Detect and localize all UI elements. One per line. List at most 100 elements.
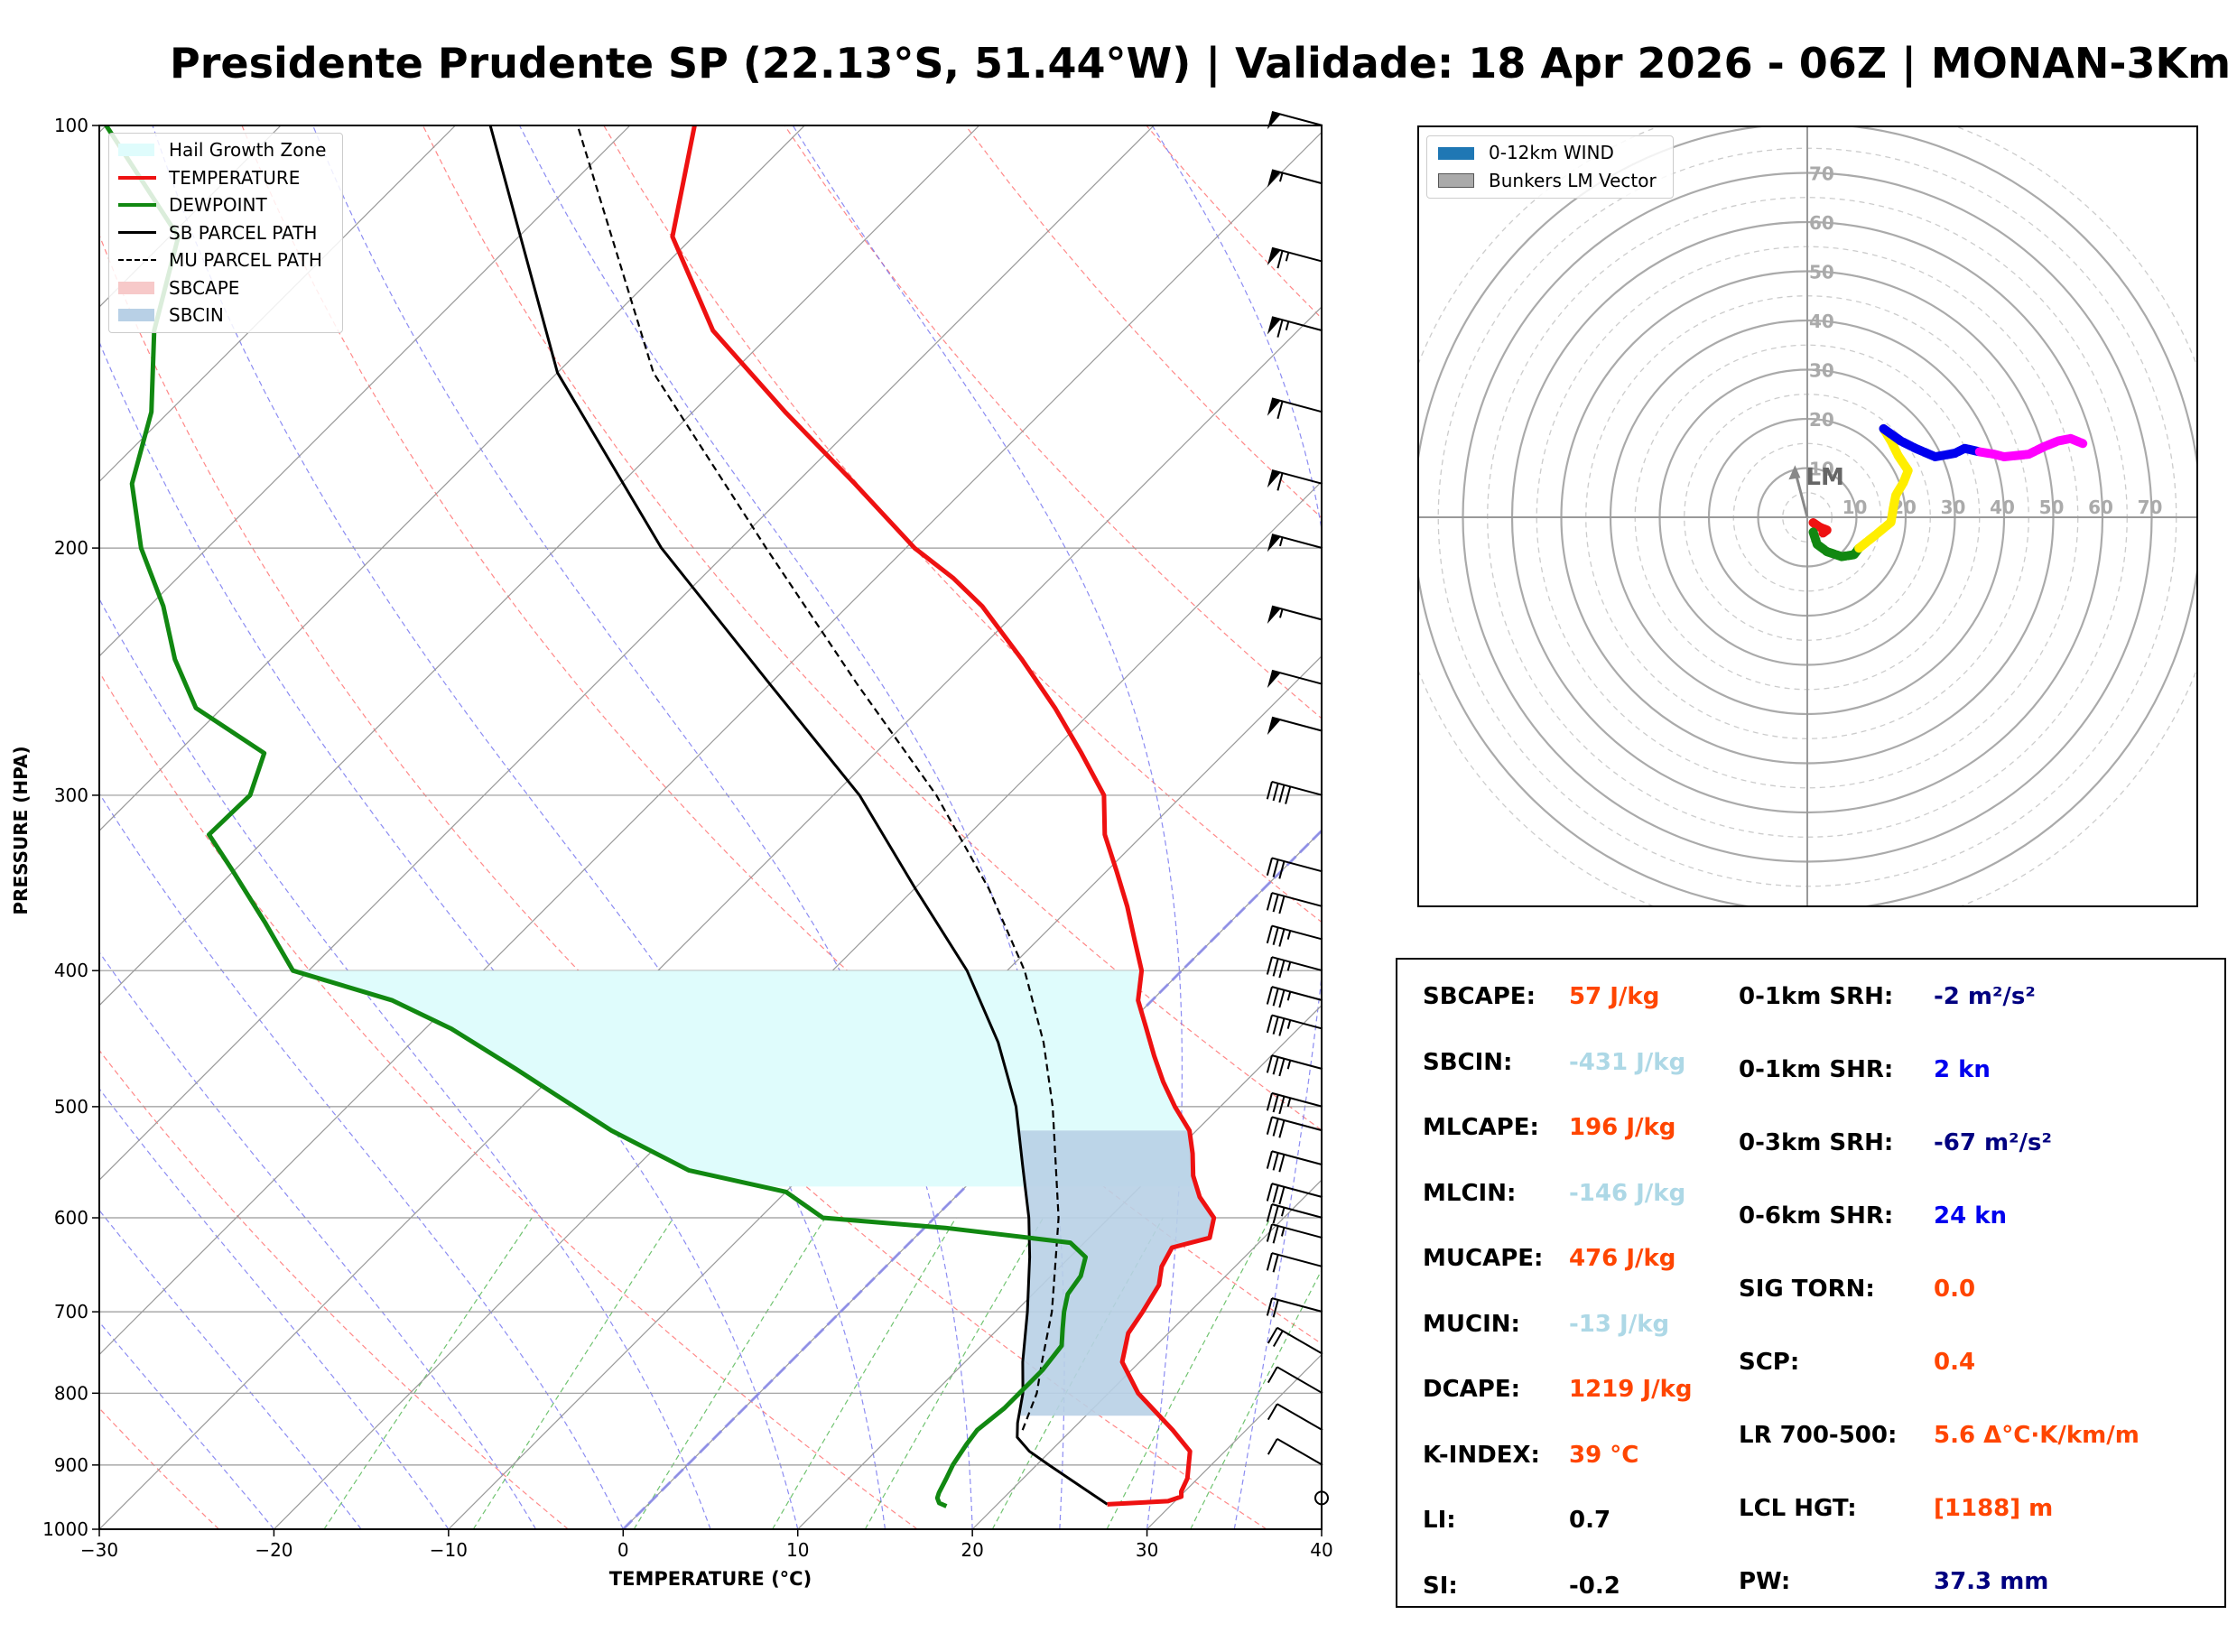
wind-barb xyxy=(1266,857,1323,879)
barb-half xyxy=(1286,930,1292,940)
barb-full xyxy=(1278,1119,1286,1138)
moist-adiabat xyxy=(518,125,1065,1529)
hodograph-traces: LM xyxy=(1788,423,2088,561)
barb-full xyxy=(1272,1330,1284,1348)
moist-adiabat xyxy=(99,1209,362,1529)
wind-barb xyxy=(1266,1203,1323,1224)
dry-adiabat xyxy=(422,125,1322,1131)
barb-full xyxy=(1266,1252,1273,1271)
legend-swatch xyxy=(118,231,156,234)
barb-full xyxy=(1278,989,1286,1008)
wind-barb xyxy=(1267,246,1323,269)
dry-adiabat xyxy=(99,1049,569,1529)
wind-barb xyxy=(1266,1183,1323,1205)
barb-full xyxy=(1272,958,1279,977)
skewt-frame xyxy=(98,125,1323,1530)
barb-half xyxy=(1279,608,1284,618)
wind-barb xyxy=(1267,469,1323,491)
wind-barb xyxy=(1266,1091,1323,1115)
barb-pennant xyxy=(1267,317,1281,335)
hodograph-segment xyxy=(1879,423,1984,461)
wind-barb xyxy=(1267,111,1323,130)
barb-pennant xyxy=(1267,717,1281,736)
barb-pennant xyxy=(1267,247,1281,266)
wind-barb xyxy=(1266,1054,1323,1077)
moist-adiabat xyxy=(99,1321,274,1529)
lm-arrowhead xyxy=(1788,465,1801,480)
barb-staff xyxy=(1271,1116,1323,1132)
index-label: MLCIN: xyxy=(1423,1179,1517,1207)
barb-full xyxy=(1272,1094,1279,1113)
skewt-legend: Hail Growth Zone TEMPERATURE DEWPOINT SB PA… xyxy=(108,133,343,333)
isotherm xyxy=(99,125,805,832)
hodograph-frame xyxy=(1417,125,2198,907)
barb-half xyxy=(1285,252,1290,262)
index-label: DCAPE: xyxy=(1423,1376,1520,1403)
lm-label: LM xyxy=(1805,464,1843,491)
barb-half xyxy=(1286,991,1292,1001)
index-value: 196 J/kg xyxy=(1569,1114,1676,1141)
dry-adiabat xyxy=(603,125,1322,923)
barb-full xyxy=(1266,956,1273,975)
barb-full xyxy=(1266,1092,1273,1111)
x-tick-label: 10 xyxy=(786,1539,809,1561)
index-value: 0.7 xyxy=(1569,1507,1611,1534)
barb-staff xyxy=(1271,1203,1323,1219)
wind-barb xyxy=(1267,716,1323,736)
barb-full xyxy=(1272,1225,1279,1244)
barb-full xyxy=(1272,1118,1279,1137)
barb-full xyxy=(1285,786,1292,804)
barb-full xyxy=(1272,783,1279,802)
barb-staff xyxy=(1271,1252,1323,1268)
barb-full xyxy=(1266,1054,1273,1073)
hodograph-segment xyxy=(1808,518,1832,538)
index-label: MUCAPE: xyxy=(1423,1245,1544,1272)
barb-staff xyxy=(1271,469,1323,485)
barb-full xyxy=(1266,986,1273,1005)
barb-full xyxy=(1266,892,1273,911)
dewpoint-line xyxy=(104,125,1088,1508)
sb-parcel-line xyxy=(488,125,1109,1506)
barb-full xyxy=(1267,1327,1278,1344)
index-label: PW: xyxy=(1739,1568,1791,1595)
index-value: 5.6 Δ°C·K/km/m xyxy=(1934,1422,2140,1449)
barb-full xyxy=(1272,1299,1279,1318)
barb-half xyxy=(1280,1207,1286,1217)
index-label: LCL HGT: xyxy=(1739,1495,1857,1522)
hodograph-segment xyxy=(1974,433,2088,461)
x-tick-label: 40 xyxy=(1310,1539,1332,1561)
ring-label-x: 60 xyxy=(2088,497,2113,518)
barb-pennant xyxy=(1267,170,1281,188)
isotherm xyxy=(99,125,1155,1181)
x-tick-label: −20 xyxy=(255,1539,292,1561)
barb-staff xyxy=(1276,1437,1323,1466)
isotherm xyxy=(274,480,1322,1529)
y-tick-label: 1000 xyxy=(42,1518,88,1540)
wind-barb xyxy=(1266,924,1323,947)
barb-full xyxy=(1266,858,1273,877)
barb-full xyxy=(1276,250,1284,269)
ring-label-x: 30 xyxy=(1941,497,1966,518)
legend-label: SB PARCEL PATH xyxy=(169,221,318,244)
barb-pennant xyxy=(1267,606,1281,624)
y-tick-label: 500 xyxy=(54,1096,88,1118)
barb-staff xyxy=(1271,1183,1323,1199)
legend-swatch xyxy=(118,144,154,156)
wind-barbs xyxy=(1266,111,1329,1506)
mu-parcel-line xyxy=(576,125,1060,1431)
legend-swatch xyxy=(118,281,154,294)
ring-label-y: 70 xyxy=(1809,163,1834,185)
index-label: SBCIN: xyxy=(1423,1048,1513,1076)
wind-barb xyxy=(1266,986,1323,1008)
dry-adiabat xyxy=(99,1407,219,1529)
barb-full xyxy=(1278,928,1286,947)
barb-staff xyxy=(1271,1054,1323,1071)
hodograph-segment xyxy=(1808,527,1864,561)
barb-full xyxy=(1267,1366,1278,1384)
ring-label-x: 70 xyxy=(2138,497,2163,518)
moist-adiabat xyxy=(99,792,624,1529)
index-value: -431 J/kg xyxy=(1569,1048,1686,1076)
wind-barb xyxy=(1267,316,1323,338)
mixing-ratio-line xyxy=(1106,1217,1271,1529)
